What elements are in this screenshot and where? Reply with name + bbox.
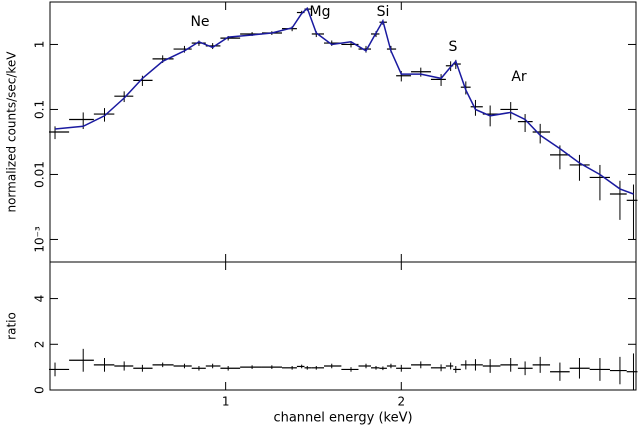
model-line bbox=[54, 6, 634, 195]
x-tick-label: 1 bbox=[222, 395, 230, 409]
y-tick-label: 0.01 bbox=[33, 161, 47, 188]
x-axis-label: channel energy (keV) bbox=[273, 411, 412, 426]
y-tick-label: 10⁻³ bbox=[33, 226, 47, 253]
y-tick-label: 0.1 bbox=[33, 100, 47, 119]
y-tick-label: 4 bbox=[33, 295, 47, 303]
y-tick-label: 2 bbox=[33, 340, 47, 348]
x-tick-label: 2 bbox=[397, 395, 405, 409]
y-axis-label: ratio bbox=[5, 312, 19, 340]
line-label: S bbox=[449, 39, 458, 55]
y-tick-label: 0 bbox=[33, 386, 47, 394]
line-label: Ar bbox=[511, 69, 527, 85]
line-label: Ne bbox=[190, 14, 209, 30]
y-tick-label: 1 bbox=[33, 41, 47, 49]
line-label: Si bbox=[377, 4, 390, 20]
line-label: Mg bbox=[310, 4, 331, 20]
panel-frame bbox=[49, 261, 637, 391]
y-axis-label: normalized counts/sec/keV bbox=[5, 51, 19, 213]
